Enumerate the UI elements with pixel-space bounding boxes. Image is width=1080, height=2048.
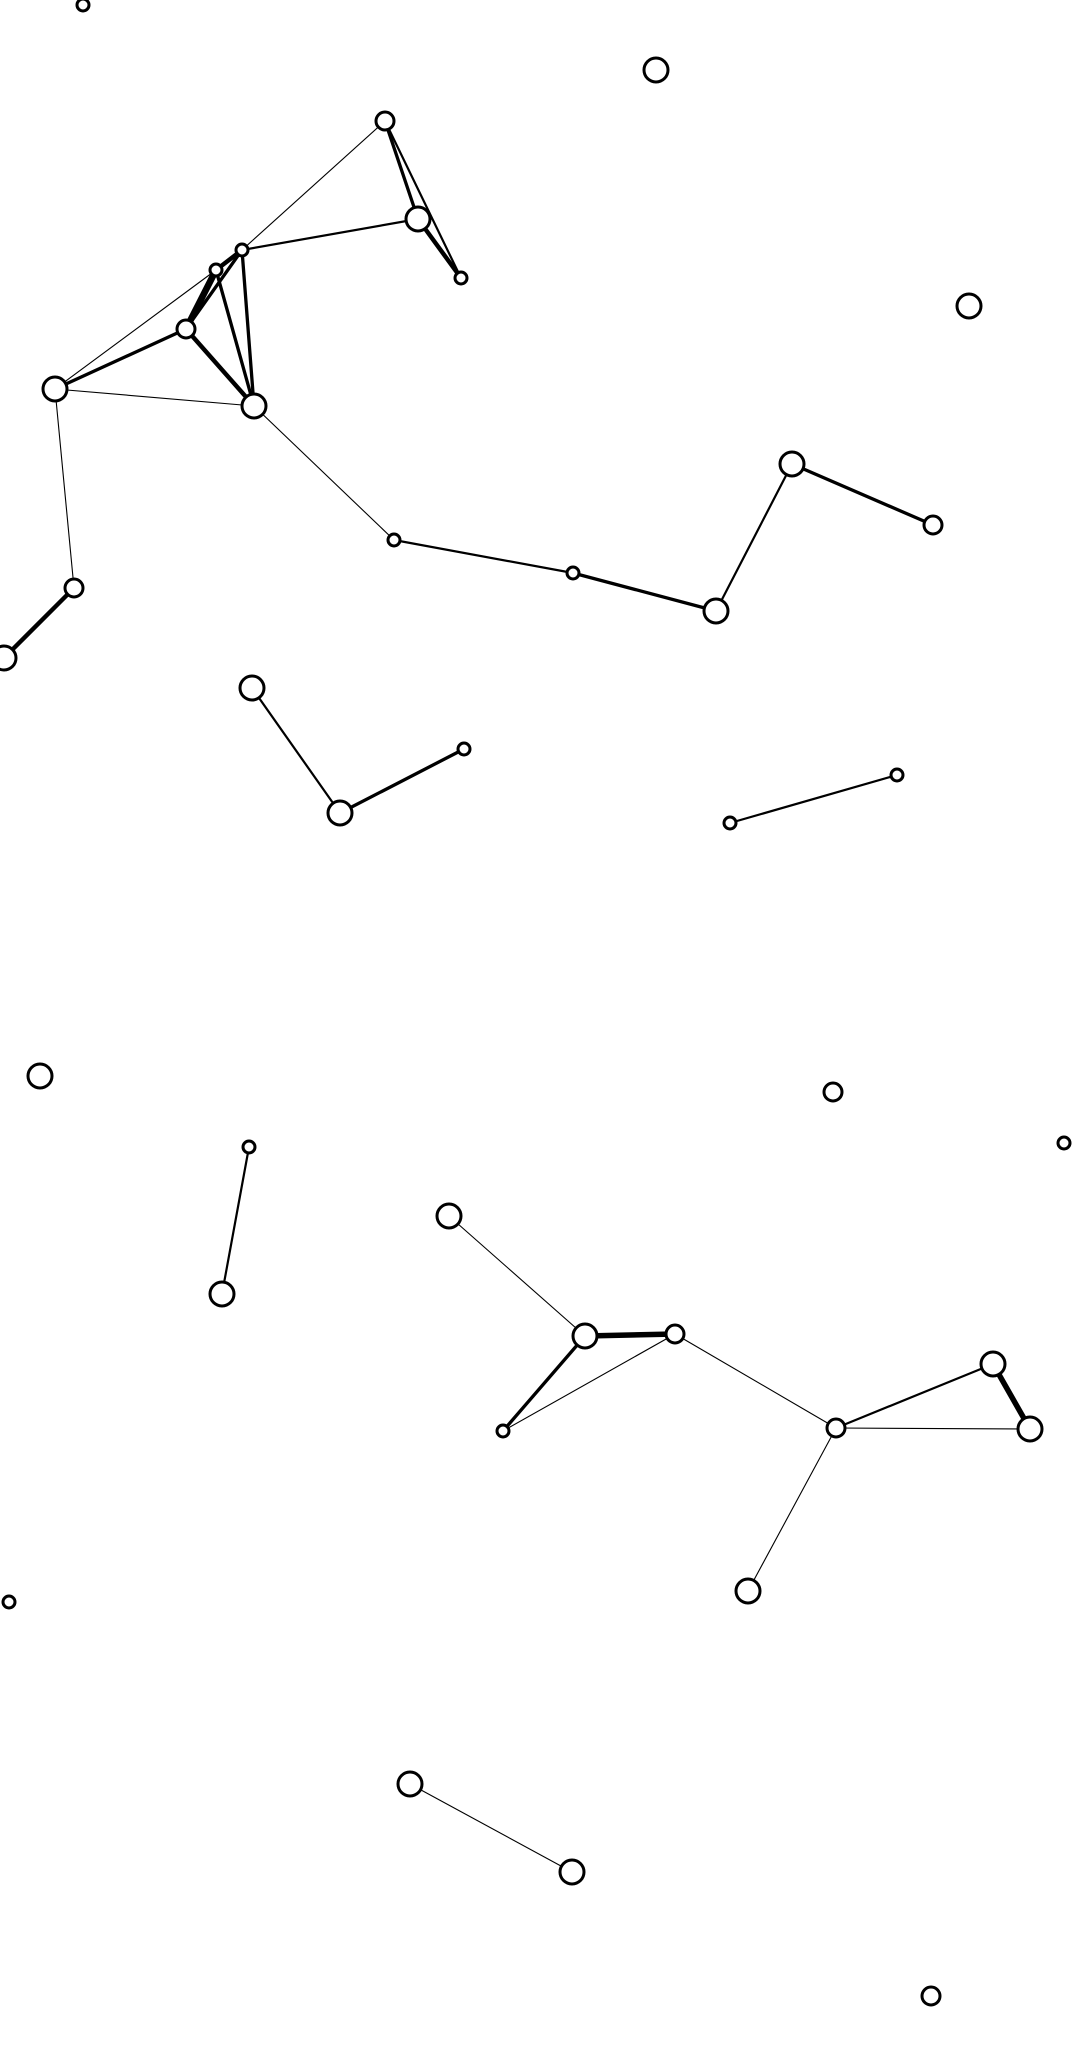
edge-n11-n10 (54, 388, 255, 407)
node-n21[interactable] (456, 741, 472, 757)
node-n30[interactable] (571, 1322, 599, 1350)
edge-n20-n21 (338, 747, 466, 815)
edge-n30-n32 (501, 1334, 587, 1433)
node-n12[interactable] (778, 450, 806, 478)
edge-n31-n32 (502, 1333, 676, 1432)
node-n15[interactable] (0, 644, 18, 672)
node-layer (0, 0, 1072, 2007)
node-n11[interactable] (41, 375, 69, 403)
node-n19[interactable] (238, 674, 266, 702)
edge-n38-n39 (409, 1783, 573, 1873)
edge-n31-n33 (674, 1333, 837, 1429)
node-n05[interactable] (453, 270, 469, 286)
edge-n09-n11 (53, 327, 188, 391)
node-n03[interactable] (374, 110, 396, 132)
edge-n14-n15 (1, 585, 77, 661)
node-n14[interactable] (63, 577, 85, 599)
node-n34[interactable] (979, 1350, 1007, 1378)
node-n16[interactable] (702, 597, 730, 625)
node-n13[interactable] (386, 532, 402, 548)
node-n28[interactable] (435, 1202, 463, 1230)
node-n29[interactable] (208, 1280, 236, 1308)
node-n37[interactable] (1, 1594, 17, 1610)
node-n35[interactable] (1016, 1415, 1044, 1443)
edge-n04-n07 (240, 217, 420, 252)
edge-n11-n14 (54, 388, 75, 589)
edge-n30-n31 (582, 1331, 678, 1339)
node-n26[interactable] (241, 1139, 257, 1155)
edge-n08-n10 (214, 268, 256, 408)
node-n36[interactable] (734, 1577, 762, 1605)
node-n22[interactable] (722, 815, 738, 831)
node-n18[interactable] (922, 514, 944, 536)
node-n27[interactable] (1056, 1135, 1072, 1151)
node-n23[interactable] (889, 767, 905, 783)
node-n02[interactable] (642, 56, 670, 84)
node-n32[interactable] (495, 1423, 511, 1439)
node-n10[interactable] (240, 392, 268, 420)
edge-n16-n12 (714, 462, 794, 613)
node-n20[interactable] (326, 799, 354, 827)
node-n06[interactable] (955, 292, 983, 320)
node-n40[interactable] (920, 1985, 942, 2007)
node-n01[interactable] (75, 0, 91, 13)
edge-n03-n04 (383, 119, 420, 221)
node-n08[interactable] (208, 262, 224, 278)
edge-n10-n13 (253, 405, 395, 541)
node-n17[interactable] (565, 565, 581, 581)
edge-n08-n11 (54, 269, 217, 390)
edge-n07-n10 (240, 248, 256, 408)
edge-n08-n09 (182, 266, 220, 333)
edge-n03-n05 (383, 119, 463, 280)
edge-n12-n18 (790, 462, 935, 527)
node-n33[interactable] (825, 1417, 847, 1439)
node-n25[interactable] (822, 1081, 844, 1103)
edge-n03-n07 (241, 120, 386, 251)
node-n38[interactable] (396, 1770, 424, 1798)
edge-n22-n23 (728, 773, 899, 825)
edge-n17-n16 (571, 571, 718, 613)
edge-n13-n17 (392, 538, 575, 575)
node-n09[interactable] (175, 318, 197, 340)
edge-n09-n10 (183, 326, 257, 409)
node-n24[interactable] (26, 1062, 54, 1090)
edge-n33-n36 (747, 1427, 837, 1592)
node-n04[interactable] (404, 205, 432, 233)
edge-n26-n29 (220, 1145, 251, 1296)
node-n39[interactable] (558, 1858, 586, 1886)
edge-n19-n20 (250, 686, 342, 815)
edge-n33-n34 (834, 1362, 995, 1430)
edge-n33-n35 (835, 1427, 1031, 1430)
node-n31[interactable] (664, 1323, 686, 1345)
edge-n28-n30 (448, 1215, 586, 1337)
node-n07[interactable] (234, 242, 250, 258)
